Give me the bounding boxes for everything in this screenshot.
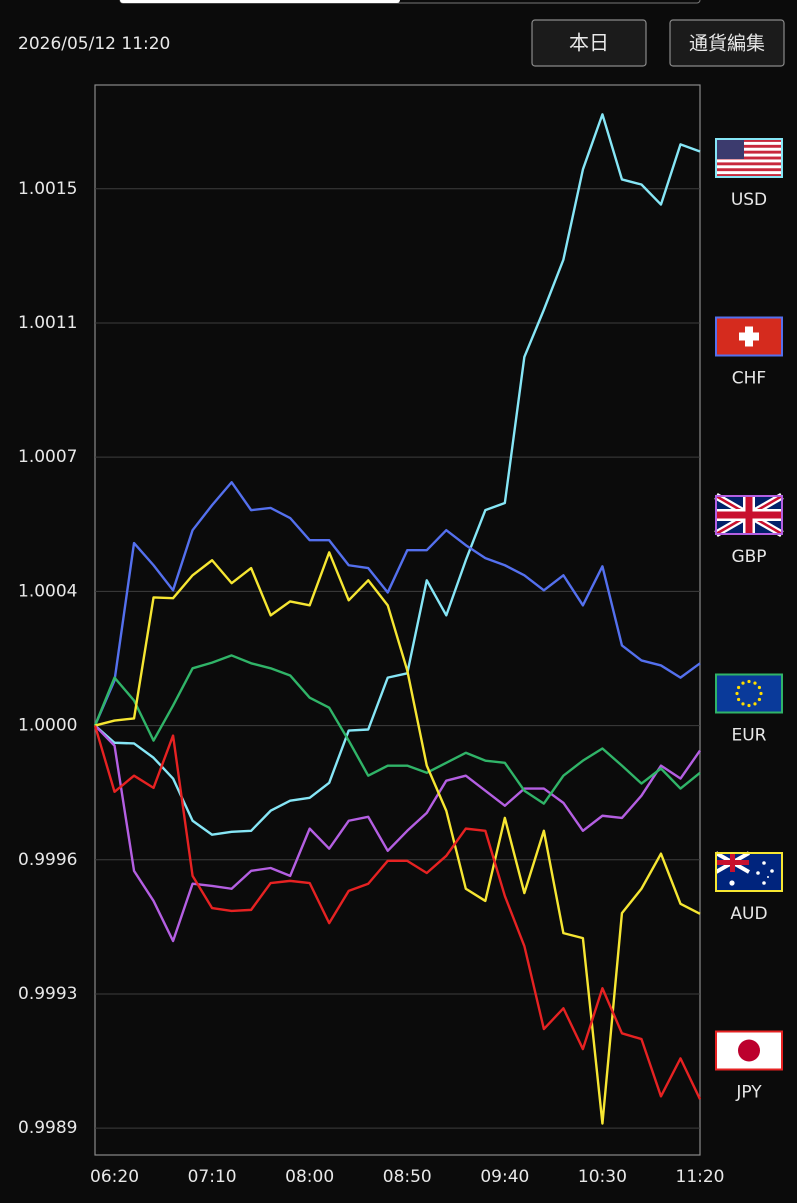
flag-border bbox=[715, 1030, 783, 1071]
button-frame[interactable] bbox=[531, 19, 647, 67]
series-line bbox=[93, 725, 702, 1100]
y-tick-label: 0.9993 bbox=[18, 984, 77, 1004]
legend-item: USD bbox=[715, 138, 783, 210]
flag-star bbox=[770, 869, 774, 873]
y-tick-label: 1.0000 bbox=[18, 716, 77, 736]
series-line bbox=[94, 724, 701, 943]
flag-border bbox=[715, 673, 783, 714]
legend-label: GBP bbox=[731, 547, 766, 567]
flag-star bbox=[735, 691, 739, 696]
flag-stripe bbox=[716, 162, 782, 166]
flag-disc bbox=[738, 1039, 760, 1062]
top-segment-track bbox=[119, 0, 701, 4]
today-button[interactable]: 本日 bbox=[531, 19, 647, 67]
series-line bbox=[94, 551, 701, 1125]
flag-cross bbox=[739, 332, 759, 341]
y-tick-label: 1.0007 bbox=[18, 447, 77, 467]
flag-star bbox=[741, 702, 745, 706]
y-tick-label: 1.0015 bbox=[18, 179, 77, 199]
x-tick-label: 07:10 bbox=[188, 1167, 237, 1187]
flag-stripe bbox=[716, 144, 782, 148]
plot-frame bbox=[94, 84, 701, 1156]
button-frame[interactable] bbox=[669, 19, 785, 67]
flag-star bbox=[747, 703, 751, 708]
flag-star bbox=[762, 861, 766, 865]
button-label[interactable]: 本日 bbox=[569, 31, 609, 55]
series-line bbox=[93, 481, 701, 727]
flag-border bbox=[715, 852, 783, 892]
flag-star bbox=[762, 881, 766, 885]
flag-star bbox=[729, 880, 735, 886]
legend-label: JPY bbox=[735, 1083, 762, 1103]
flag-star bbox=[759, 691, 763, 696]
x-tick-label: 08:00 bbox=[285, 1167, 334, 1187]
flag-star bbox=[756, 871, 760, 875]
flag-star bbox=[737, 685, 741, 690]
flag-star bbox=[747, 679, 751, 684]
flag-star bbox=[767, 876, 769, 878]
x-tick-label: 11:20 bbox=[676, 1167, 725, 1187]
flag-star bbox=[753, 681, 757, 685]
flag-canton bbox=[716, 139, 744, 159]
y-tick-label: 1.0011 bbox=[18, 313, 77, 333]
flag-stripe bbox=[716, 139, 782, 142]
flag-stripe bbox=[716, 174, 782, 177]
flag-star bbox=[757, 697, 761, 702]
y-tick-label: 0.9989 bbox=[18, 1118, 77, 1138]
legend-label: USD bbox=[731, 190, 767, 210]
legend-item: JPY bbox=[715, 1030, 783, 1103]
x-tick-label: 08:50 bbox=[383, 1167, 432, 1187]
legend-item: CHF bbox=[715, 316, 783, 389]
legend-item: AUD bbox=[715, 851, 783, 924]
flag-cross bbox=[716, 860, 749, 865]
series-line bbox=[94, 113, 701, 836]
x-tick-label: 10:30 bbox=[578, 1167, 627, 1187]
flag-border bbox=[715, 138, 783, 178]
x-tick-label: 06:20 bbox=[90, 1167, 139, 1187]
x-tick-label: 09:40 bbox=[480, 1167, 529, 1187]
flag-star bbox=[741, 681, 745, 685]
flag-border bbox=[715, 316, 783, 357]
top-segment-thumb bbox=[120, 0, 400, 3]
y-tick-label: 0.9996 bbox=[18, 850, 77, 870]
series-line bbox=[93, 654, 701, 805]
button-label[interactable]: 通貨編集 bbox=[689, 33, 765, 55]
flag-stripe bbox=[716, 156, 782, 160]
flag-border bbox=[715, 495, 783, 535]
legend-label: CHF bbox=[732, 369, 766, 389]
legend-label: EUR bbox=[732, 726, 767, 746]
y-tick-label: 1.0004 bbox=[18, 581, 77, 601]
datetime: 2026/05/12 11:20 bbox=[18, 34, 170, 54]
legend-item: EUR bbox=[715, 673, 783, 746]
flag-star bbox=[737, 697, 741, 702]
flag-star bbox=[753, 702, 757, 706]
flag-star bbox=[757, 685, 761, 690]
flag-stripe bbox=[716, 168, 782, 172]
legend-label: AUD bbox=[730, 904, 767, 924]
flag-stripe bbox=[716, 150, 782, 154]
flag-cross bbox=[716, 511, 782, 519]
legend-item: GBP bbox=[714, 492, 784, 567]
edit-currency-button[interactable]: 通貨編集 bbox=[669, 19, 785, 67]
